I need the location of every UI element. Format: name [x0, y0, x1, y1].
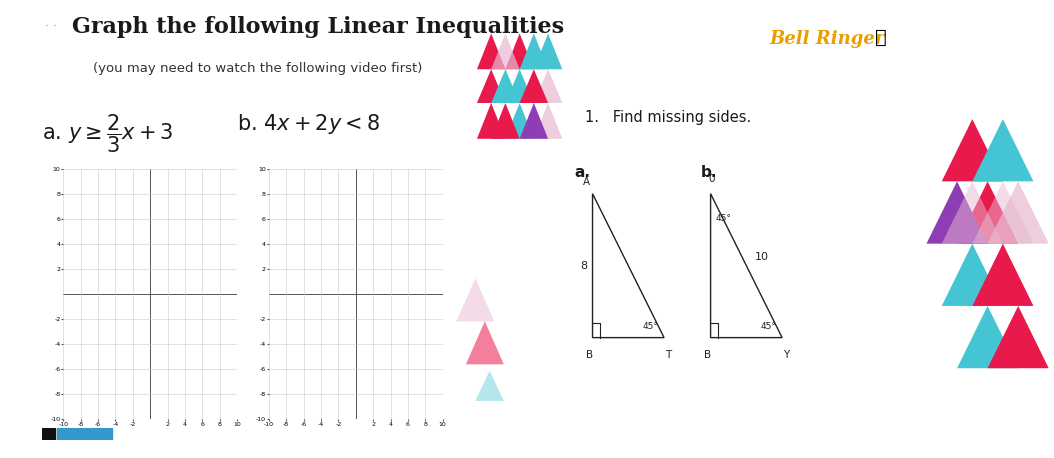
Text: 8: 8	[581, 261, 587, 271]
Polygon shape	[926, 181, 988, 244]
Text: b.: b.	[701, 165, 718, 180]
Polygon shape	[973, 119, 1034, 181]
Text: a. $y \geq \dfrac{2}{3}x + 3$: a. $y \geq \dfrac{2}{3}x + 3$	[42, 112, 174, 155]
Polygon shape	[973, 244, 1034, 306]
Polygon shape	[520, 33, 548, 69]
Polygon shape	[973, 181, 1034, 244]
Polygon shape	[534, 33, 563, 69]
Polygon shape	[942, 244, 1003, 306]
Polygon shape	[491, 103, 520, 139]
Text: 1.   Find missing sides.: 1. Find missing sides.	[585, 110, 752, 125]
Bar	[42, 428, 56, 440]
Text: Y: Y	[783, 350, 789, 360]
Bar	[57, 428, 113, 440]
Polygon shape	[476, 33, 506, 69]
Text: A: A	[583, 177, 589, 187]
Polygon shape	[534, 69, 563, 103]
Text: T: T	[665, 350, 671, 360]
Text: B: B	[704, 350, 711, 360]
Polygon shape	[534, 103, 563, 139]
Polygon shape	[491, 69, 520, 103]
Polygon shape	[506, 103, 534, 139]
Text: 45°: 45°	[761, 322, 777, 331]
Polygon shape	[942, 119, 1003, 181]
Text: . .: . .	[45, 16, 57, 29]
Text: 45°: 45°	[643, 322, 659, 331]
Text: Bell Ringer: Bell Ringer	[769, 30, 884, 48]
Polygon shape	[456, 278, 494, 322]
Text: 0: 0	[708, 174, 716, 184]
Text: b. $4x + 2y < 8$: b. $4x + 2y < 8$	[237, 112, 379, 136]
Text: Graph the following Linear Inequalities: Graph the following Linear Inequalities	[72, 16, 564, 38]
Text: B: B	[586, 350, 593, 360]
Polygon shape	[520, 103, 548, 139]
Polygon shape	[466, 322, 504, 365]
Text: 🔔: 🔔	[875, 27, 886, 46]
Polygon shape	[476, 69, 506, 103]
Polygon shape	[506, 33, 534, 69]
Text: (you may need to watch the following video first): (you may need to watch the following vid…	[93, 62, 422, 75]
Polygon shape	[520, 69, 548, 103]
Polygon shape	[988, 181, 1049, 244]
Text: 45°: 45°	[716, 214, 731, 223]
Polygon shape	[957, 181, 1018, 244]
Polygon shape	[957, 306, 1018, 368]
Polygon shape	[491, 33, 520, 69]
Polygon shape	[942, 181, 1003, 244]
Polygon shape	[506, 69, 534, 103]
Polygon shape	[988, 306, 1049, 368]
Polygon shape	[476, 103, 506, 139]
Text: 10: 10	[755, 252, 769, 262]
Text: a.: a.	[574, 165, 590, 180]
Polygon shape	[475, 371, 504, 401]
